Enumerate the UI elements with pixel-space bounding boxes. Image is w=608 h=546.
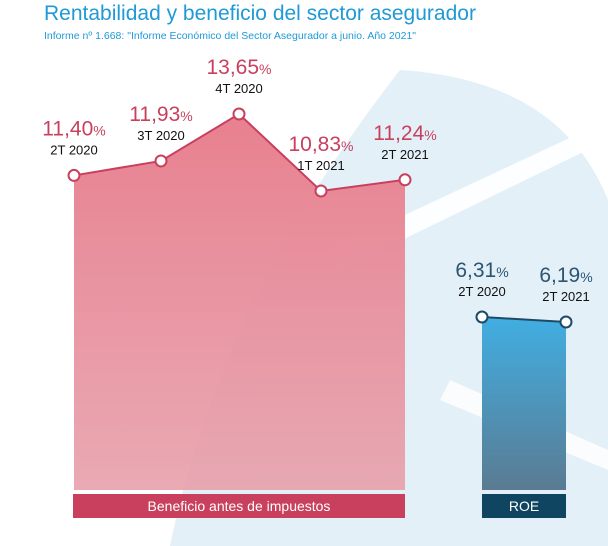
roe-category-label: 2T 2020	[458, 284, 505, 299]
beneficio-category-label: 1T 2021	[297, 158, 344, 173]
beneficio-point	[232, 107, 246, 121]
beneficio-point	[154, 154, 168, 168]
beneficio-category-label: 2T 2020	[50, 142, 97, 157]
beneficio-legend-label: Beneficio antes de impuestos	[148, 498, 331, 514]
beneficio-value-label: 13,65%	[206, 56, 271, 79]
beneficio-category-label: 2T 2021	[381, 147, 428, 162]
chart-subtitle: Informe nº 1.668: "Informe Económico del…	[44, 30, 417, 42]
beneficio-unit: %	[259, 61, 271, 77]
roe-unit: %	[580, 269, 592, 285]
beneficio-unit: %	[341, 138, 353, 154]
beneficio-legend-bar	[73, 494, 405, 518]
beneficio-value-label: 10,83%	[288, 133, 353, 156]
beneficio-category-label: 3T 2020	[137, 128, 184, 143]
beneficio-value-label: 11,24%	[373, 122, 436, 145]
beneficio-value-label: 11,93%	[129, 103, 192, 126]
roe-line	[481, 316, 567, 324]
roe-area	[482, 317, 566, 490]
roe-point	[475, 310, 489, 324]
beneficio-unit: %	[180, 108, 192, 124]
roe-legend-bar	[482, 494, 566, 518]
beneficio-value-label: 11,40%	[42, 117, 105, 140]
roe-category-label: 2T 2021	[542, 289, 589, 304]
roe-point	[559, 315, 573, 329]
roe-value-label: 6,19%	[539, 264, 592, 287]
chart-title: Rentabilidad y beneficio del sector aseg…	[44, 2, 476, 25]
roe-legend-label: ROE	[509, 498, 539, 514]
beneficio-category-label: 4T 2020	[215, 81, 262, 96]
beneficio-unit: %	[93, 122, 105, 138]
beneficio-area	[74, 114, 405, 490]
beneficio-point	[398, 173, 412, 187]
beneficio-unit: %	[424, 127, 436, 143]
roe-unit: %	[496, 264, 508, 280]
beneficio-point	[67, 168, 81, 182]
beneficio-point	[314, 184, 328, 198]
roe-value-label: 6,31%	[455, 259, 508, 282]
